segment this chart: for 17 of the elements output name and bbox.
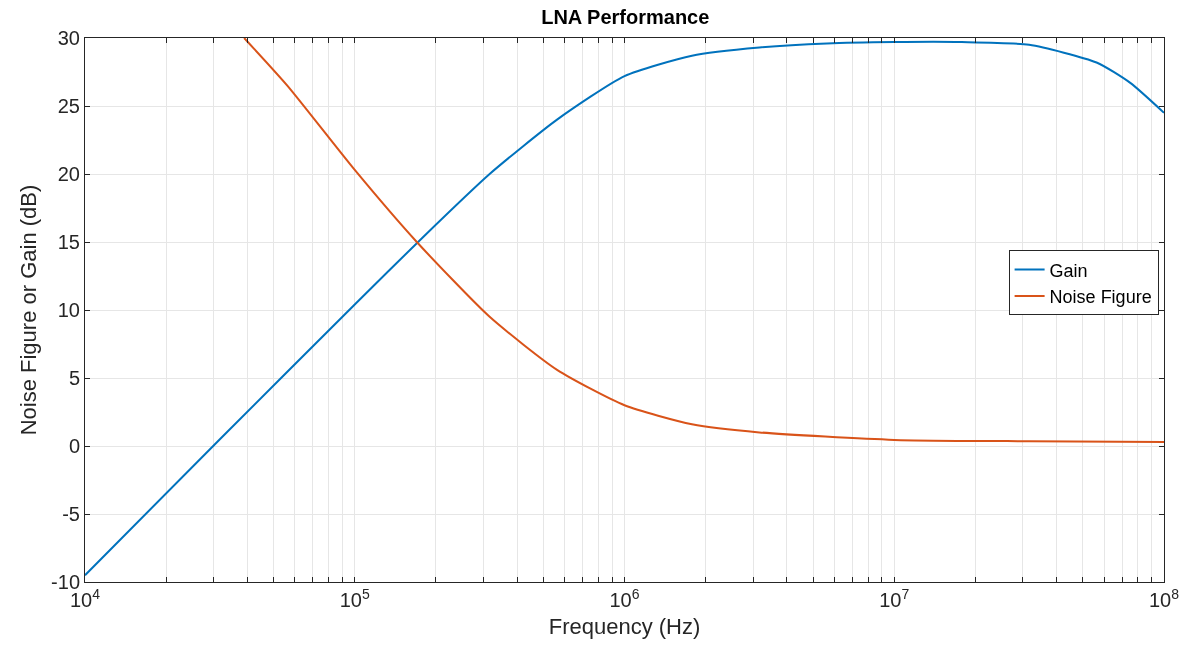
y-tick-label: 5 [68, 367, 80, 389]
y-tick-label: 10 [57, 299, 80, 321]
legend-label: Noise Figure [1049, 286, 1152, 307]
chart-title: LNA Performance [541, 6, 710, 29]
y-tick-label: 0 [68, 435, 80, 457]
y-tick-label: 20 [57, 163, 80, 185]
y-axis-title: Noise Figure or Gain (dB) [15, 184, 41, 436]
x-tick-label: 10$^{7}$ [879, 585, 910, 611]
x-tick-label: 10$^{5}$ [339, 585, 370, 611]
y-tick-label: 15 [57, 231, 80, 253]
y-tick-label: 30 [57, 27, 80, 49]
legend-label: Gain [1049, 260, 1088, 281]
y-tick-label: 25 [57, 95, 80, 117]
x-tick-label: 10$^{8}$ [1148, 585, 1180, 611]
y-tick-label: -5 [62, 503, 80, 525]
x-tick-label: 10$^{6}$ [609, 585, 640, 611]
x-axis-title: Frequency (Hz) [548, 613, 701, 639]
